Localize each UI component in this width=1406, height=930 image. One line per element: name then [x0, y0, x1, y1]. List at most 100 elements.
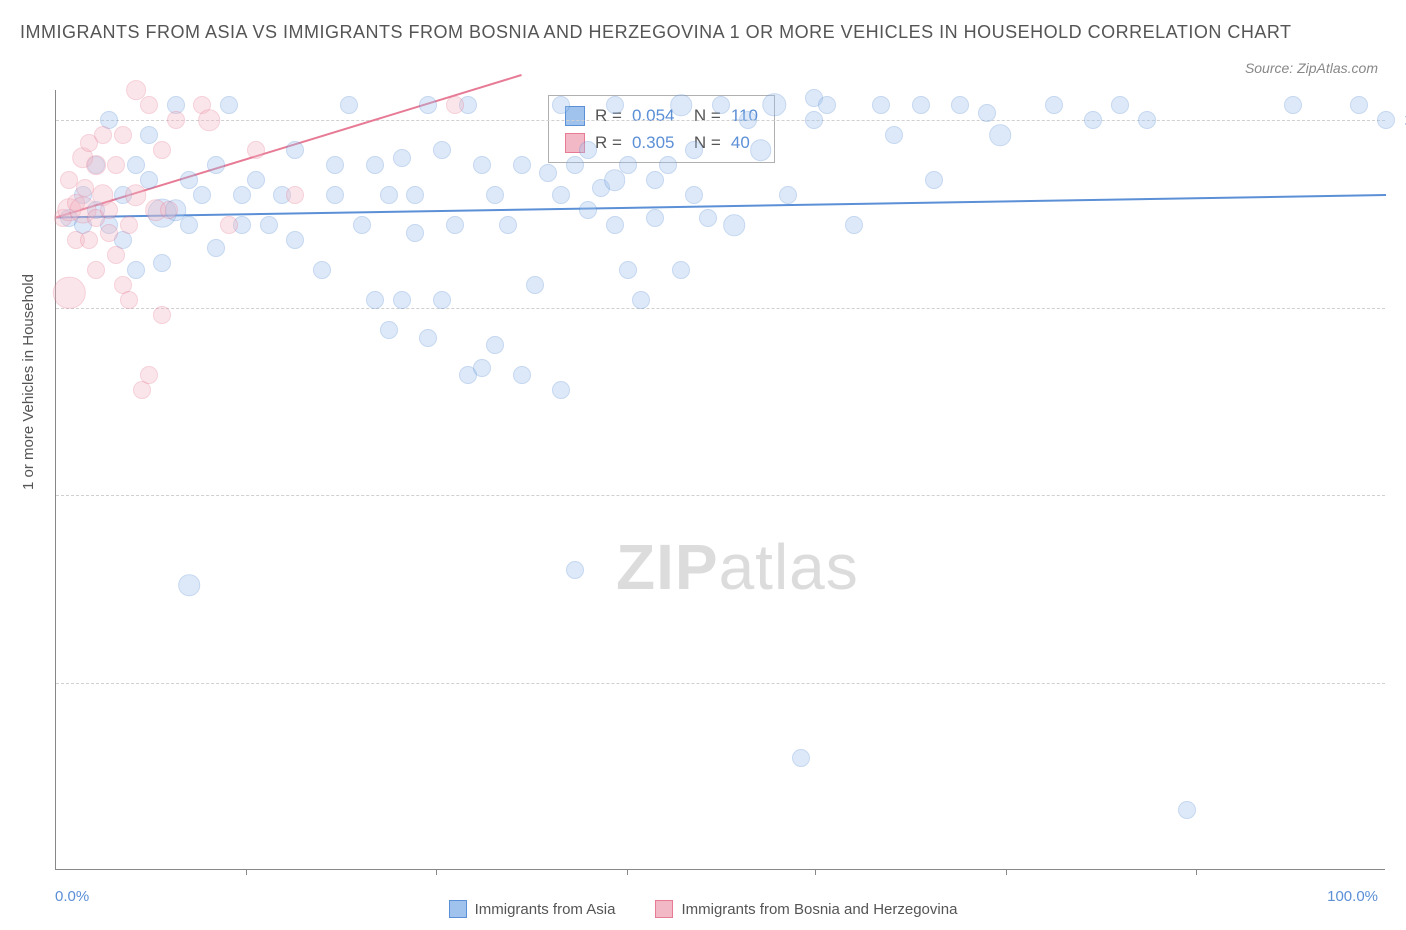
- data-point: [60, 171, 78, 189]
- data-point: [393, 149, 411, 167]
- data-point: [380, 321, 398, 339]
- data-point: [1178, 801, 1196, 819]
- data-point: [260, 216, 278, 234]
- data-point: [1045, 96, 1063, 114]
- data-point: [140, 171, 158, 189]
- data-point: [446, 216, 464, 234]
- data-point: [1111, 96, 1129, 114]
- data-point: [685, 186, 703, 204]
- legend-swatch: [565, 106, 585, 126]
- data-point: [107, 156, 125, 174]
- data-point: [220, 216, 238, 234]
- legend-swatch: [449, 900, 467, 918]
- data-point: [286, 186, 304, 204]
- data-point: [619, 261, 637, 279]
- data-point: [220, 96, 238, 114]
- stat-n-value: 110: [731, 102, 758, 129]
- data-point: [126, 80, 146, 100]
- data-point: [160, 201, 178, 219]
- data-point: [125, 184, 147, 206]
- x-tick: [1196, 869, 1197, 875]
- data-point: [72, 147, 94, 169]
- gridline-h: [56, 120, 1385, 121]
- data-point: [473, 156, 491, 174]
- data-point: [579, 201, 597, 219]
- data-point: [148, 199, 177, 228]
- x-tick: [627, 869, 628, 875]
- legend-swatch: [565, 133, 585, 153]
- data-point: [153, 306, 171, 324]
- data-point: [54, 209, 72, 227]
- y-tick-label: 100.0%: [1395, 112, 1406, 129]
- data-point: [513, 156, 531, 174]
- data-point: [672, 261, 690, 279]
- data-point: [925, 171, 943, 189]
- data-point: [153, 254, 171, 272]
- watermark-bold: ZIP: [616, 531, 719, 603]
- data-point: [74, 186, 92, 204]
- data-point: [207, 156, 225, 174]
- data-point: [699, 209, 717, 227]
- data-point: [606, 216, 624, 234]
- data-point: [286, 141, 304, 159]
- plot-area: ZIPatlas R = 0.054 N = 110R = 0.305 N = …: [55, 90, 1385, 870]
- stat-n-label: N =: [684, 102, 720, 129]
- data-point: [193, 186, 211, 204]
- data-point: [446, 96, 464, 114]
- data-point: [539, 164, 557, 182]
- data-point: [552, 186, 570, 204]
- data-point: [459, 366, 477, 384]
- data-point: [805, 89, 823, 107]
- data-point: [326, 156, 344, 174]
- data-point: [86, 155, 106, 175]
- x-tick: [815, 869, 816, 875]
- data-point: [779, 186, 797, 204]
- stats-legend-box: R = 0.054 N = 110R = 0.305 N = 40: [548, 95, 775, 163]
- data-point: [69, 197, 96, 224]
- trend-line: [56, 75, 522, 218]
- data-point: [286, 231, 304, 249]
- chart-source: Source: ZipAtlas.com: [1245, 60, 1378, 76]
- y-tick-label: 62.5%: [1395, 674, 1406, 691]
- x-tick: [436, 869, 437, 875]
- data-point: [885, 126, 903, 144]
- data-point: [273, 186, 291, 204]
- data-point: [60, 209, 78, 227]
- data-point: [1284, 96, 1302, 114]
- data-point: [167, 96, 185, 114]
- data-point: [247, 141, 265, 159]
- stats-row: R = 0.305 N = 40: [565, 129, 758, 156]
- y-axis-label: 1 or more Vehicles in Household: [20, 274, 37, 490]
- stats-row: R = 0.054 N = 110: [565, 102, 758, 129]
- data-point: [114, 231, 132, 249]
- gridline-h: [56, 308, 1385, 309]
- data-point: [76, 179, 94, 197]
- data-point: [114, 276, 132, 294]
- data-point: [486, 186, 504, 204]
- data-point: [951, 96, 969, 114]
- data-point: [353, 216, 371, 234]
- data-point: [140, 366, 158, 384]
- data-point: [393, 291, 411, 309]
- data-point: [313, 261, 331, 279]
- x-tick: [246, 869, 247, 875]
- data-point: [87, 261, 105, 279]
- data-point: [513, 366, 531, 384]
- legend-label: Immigrants from Bosnia and Herzegovina: [681, 901, 957, 918]
- data-point: [592, 179, 610, 197]
- stat-n-value: 40: [731, 129, 750, 156]
- data-point: [406, 186, 424, 204]
- stat-r-value: 0.054: [632, 102, 675, 129]
- stat-n-label: N =: [684, 129, 720, 156]
- data-point: [74, 216, 92, 234]
- stat-r-label: R =: [595, 102, 622, 129]
- data-point: [459, 96, 477, 114]
- data-point: [87, 209, 105, 227]
- data-point: [646, 209, 664, 227]
- data-point: [94, 126, 112, 144]
- data-point: [100, 216, 118, 234]
- data-point: [180, 171, 198, 189]
- data-point: [646, 171, 664, 189]
- legend-item: Immigrants from Bosnia and Herzegovina: [655, 900, 957, 918]
- data-point: [419, 96, 437, 114]
